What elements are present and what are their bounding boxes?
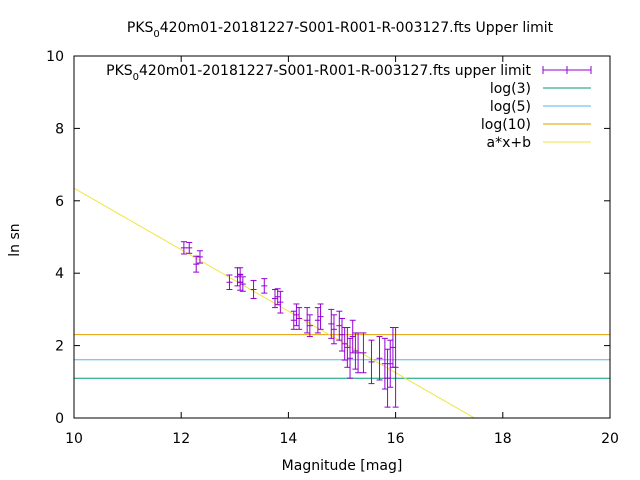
axis-ticks: 10 12 14 16 18 20 0 2 4 6 8 10 [46,49,619,447]
data-point [296,307,303,330]
x-tick-label: 14 [279,431,297,447]
data-point [368,339,375,385]
y-tick-label: 8 [55,121,64,137]
data-point [237,267,244,283]
y-tick-label: 10 [46,49,64,65]
data-point [304,307,311,334]
legend-label-log3: log(3) [490,81,531,97]
data-point [250,279,257,300]
data-point [196,250,203,264]
y-axis-label: ln sn [7,223,23,256]
data-point [336,310,343,341]
data-point [317,303,324,330]
data-point [193,255,200,273]
data-point [347,337,354,379]
plot-frame [73,55,611,419]
legend-label-upper-limit: PKS0420m01-20181227-S001-R001-R-003127.f… [106,63,531,83]
legend: PKS0420m01-20181227-S001-R001-R-003127.f… [106,63,592,151]
legend-label-fit: a*x+b [487,135,532,151]
data-point [381,337,388,390]
plot-points [180,241,399,408]
y-tick-label: 0 [55,411,64,427]
data-point [314,307,321,334]
data-point [392,327,399,408]
data-point [355,332,362,374]
data-point [180,241,187,255]
data-point [330,314,337,345]
data-point [239,276,246,292]
data-point [290,310,297,330]
data-point [306,314,313,338]
y-tick-label: 4 [55,266,64,282]
data-point [261,278,268,294]
y-tick-label: 6 [55,194,64,210]
x-tick-label: 12 [172,431,190,447]
data-point [186,241,193,254]
x-tick-label: 16 [387,431,405,447]
y-tick-label: 2 [55,339,64,355]
data-point [387,339,394,388]
data-point [376,336,383,381]
data-point [339,317,345,352]
legend-label-log10: log(10) [481,117,531,133]
chart-title: PKS0420m01-20181227-S001-R001-R-003127.f… [127,20,554,40]
x-tick-label: 20 [601,431,619,447]
data-point [349,319,356,354]
x-axis-label: Magnitude [mag] [282,458,403,474]
data-point [344,327,351,368]
legend-swatch-upper-limit [542,66,592,74]
data-point [384,348,391,408]
data-point [328,308,335,339]
data-point [360,332,367,374]
x-tick-label: 18 [494,431,512,447]
x-tick-label: 10 [65,431,83,447]
data-point [277,290,284,314]
data-point [226,274,233,290]
legend-label-log5: log(5) [490,99,531,115]
